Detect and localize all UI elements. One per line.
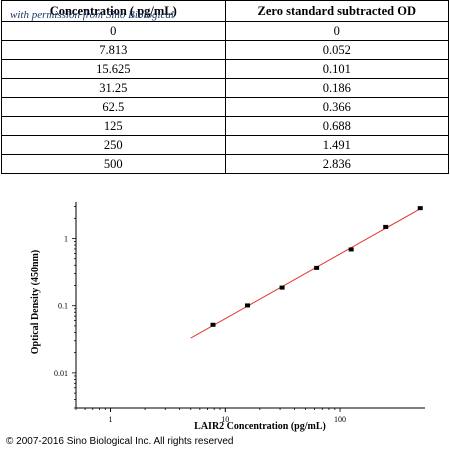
data-point bbox=[245, 303, 251, 308]
od-cell: 0.366 bbox=[224, 97, 449, 117]
concentration-cell: 15.625 bbox=[1, 59, 226, 79]
concentration-cell: 7.813 bbox=[1, 40, 226, 60]
table-row: 31.25 0.186 bbox=[1, 78, 449, 98]
od-cell: 0.688 bbox=[224, 116, 449, 136]
concentration-cell: 500 bbox=[1, 154, 226, 174]
fit-line bbox=[190, 208, 421, 339]
table-row: 15.625 0.101 bbox=[1, 59, 449, 79]
od-cell: 0 bbox=[224, 21, 449, 41]
data-points bbox=[210, 206, 423, 327]
table-row: 7.813 0.052 bbox=[1, 40, 449, 60]
od-cell: 0.186 bbox=[224, 78, 449, 98]
x-axis: 1 10 100 bbox=[75, 408, 346, 424]
x-tick-label: 100 bbox=[334, 415, 346, 424]
table-row: 500 2.836 bbox=[1, 154, 449, 174]
table-row: 125 0.688 bbox=[1, 116, 449, 136]
standard-curve-chart: 1 10 100 0.01 0.1 1 LAIR2 Concentration (pg/… bbox=[30, 202, 425, 432]
table-row: 250 1.491 bbox=[1, 135, 449, 155]
table-header-row: Concentration ( pg/mL) with permission f… bbox=[1, 0, 449, 22]
data-point bbox=[314, 265, 320, 270]
y-axis-title: Optical Density (450nm) bbox=[30, 250, 41, 354]
od-cell: 1.491 bbox=[224, 135, 449, 155]
od-cell: 0.052 bbox=[224, 40, 449, 60]
standard-curve-table: Concentration ( pg/mL) with permission f… bbox=[0, 0, 450, 174]
concentration-cell: 0 bbox=[1, 21, 226, 41]
data-point bbox=[383, 224, 389, 229]
x-tick-label: 10 bbox=[221, 415, 229, 424]
x-tick-label: 1 bbox=[109, 415, 113, 424]
od-header: Zero standard subtracted OD bbox=[224, 0, 449, 22]
data-point bbox=[210, 322, 216, 327]
copyright-notice: © 2007-2016 Sino Biological Inc. All rig… bbox=[6, 436, 234, 447]
concentration-cell: 250 bbox=[1, 135, 226, 155]
fit-line-layer bbox=[190, 208, 421, 339]
data-point bbox=[279, 285, 285, 290]
y-tick-label: 0.01 bbox=[54, 369, 68, 378]
data-point bbox=[417, 206, 423, 211]
plot-frame bbox=[75, 202, 425, 409]
concentration-header: Concentration ( pg/mL) with permission f… bbox=[1, 0, 226, 22]
concentration-cell: 62.5 bbox=[1, 97, 226, 117]
concentration-cell: 31.25 bbox=[1, 78, 226, 98]
table-row: 62.5 0.366 bbox=[1, 97, 449, 117]
y-tick-label: 0.1 bbox=[58, 302, 68, 311]
od-cell: 2.836 bbox=[224, 154, 449, 174]
data-table: Concentration ( pg/mL) with permission f… bbox=[1, 0, 449, 174]
data-point bbox=[348, 247, 354, 252]
od-cell: 0.101 bbox=[224, 59, 449, 79]
concentration-cell: 125 bbox=[1, 116, 226, 136]
y-axis: 0.01 0.1 1 bbox=[54, 206, 76, 409]
y-tick-label: 1 bbox=[64, 235, 68, 244]
x-axis-title: LAIR2 Concentration (pg/mL) bbox=[194, 421, 326, 432]
concentration-header-label: Concentration ( pg/mL) bbox=[49, 4, 177, 18]
